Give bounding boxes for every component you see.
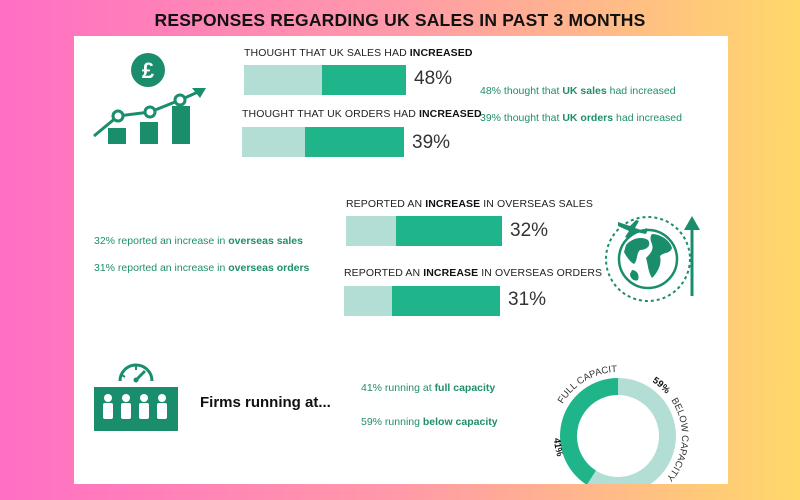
bar-label-uk-orders: THOUGHT THAT UK ORDERS HAD INCREASED — [242, 108, 482, 120]
bar-value-label: 32% — [510, 220, 549, 241]
infographic-panel: £ THOUGHT THAT UK SALES HAD INCREASED 48… — [74, 36, 728, 494]
bar-value-segment — [392, 286, 500, 316]
bar-label-overseas-orders: REPORTED AN INCREASE IN OVERSEAS ORDERS — [344, 267, 603, 279]
note-uk-sales: 48% thought that UK sales had increased — [480, 85, 676, 97]
capacity-gauge-icon — [94, 359, 180, 433]
bar-overseas-orders — [344, 286, 500, 316]
svg-text:£: £ — [142, 58, 155, 83]
note-full-capacity: 41% running at full capacity — [361, 382, 496, 394]
bar-value-segment — [322, 65, 406, 95]
page-title: RESPONSES REGARDING UK SALES IN PAST 3 M… — [154, 10, 646, 30]
capacity-donut-chart: 41%FULL CAPACITY59%BELOW CAPACITY — [505, 328, 728, 494]
bar-light-segment — [344, 286, 392, 316]
note-overseas-orders: 31% reported an increase in overseas ord… — [94, 262, 310, 274]
bar-label-uk-sales: THOUGHT THAT UK SALES HAD INCREASED — [244, 47, 473, 59]
bar-value-label: 39% — [412, 132, 451, 153]
firms-running-label: Firms running at... — [200, 394, 331, 411]
pound-growth-icon: £ — [92, 48, 212, 148]
bar-light-segment — [244, 65, 322, 95]
note-overseas-sales: 32% reported an increase in overseas sal… — [94, 235, 303, 247]
note-below-capacity: 59% running below capacity — [361, 416, 498, 428]
bar-value-label: 31% — [508, 289, 547, 310]
bar-label-overseas-sales: REPORTED AN INCREASE IN OVERSEAS SALES — [346, 198, 593, 210]
bar-overseas-sales — [346, 216, 502, 246]
bar-value-segment — [396, 216, 502, 246]
bar-light-segment — [242, 127, 305, 157]
bar-uk-orders — [242, 127, 404, 157]
bar-value-label: 48% — [414, 68, 453, 89]
donut-label-full-value: 41% — [551, 438, 565, 459]
donut-slice-full-capacity — [560, 378, 618, 485]
bar-uk-sales — [244, 65, 406, 95]
donut-slice-below-capacity — [586, 378, 676, 494]
bar-light-segment — [346, 216, 396, 246]
globe-plane-icon — [600, 212, 706, 304]
bar-value-segment — [305, 127, 404, 157]
note-uk-orders: 39% thought that UK orders had increased — [480, 112, 682, 124]
